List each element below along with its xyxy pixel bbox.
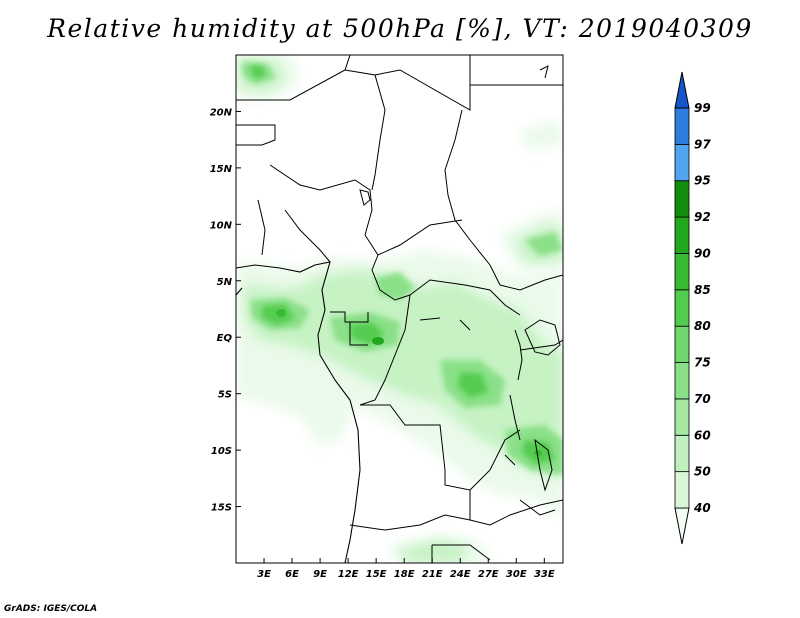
lake-outline — [509, 394, 521, 441]
lake-chad-icon — [359, 189, 371, 206]
colorbar-segment — [674, 471, 690, 509]
colorbar-label: 70 — [694, 392, 711, 406]
colorbar-label: 40 — [693, 501, 711, 515]
border-line — [374, 55, 471, 111]
colorbar-extend-high — [674, 71, 690, 109]
river-line — [504, 454, 516, 466]
y-tick-label: 15N — [210, 164, 233, 175]
river-line — [419, 317, 441, 321]
y-tick-label: 5S — [218, 390, 232, 401]
x-tick-label: 12E — [338, 569, 359, 580]
river-line — [539, 65, 549, 79]
humidity-layer-92 — [276, 309, 542, 456]
border-line — [469, 429, 521, 491]
x-tick-label: 27E — [478, 569, 499, 580]
colorbar-segment — [674, 289, 690, 327]
border-line — [499, 274, 563, 291]
border-line — [432, 544, 491, 561]
border-line — [359, 294, 411, 406]
colorbar-segment — [674, 216, 690, 254]
x-tick-label: 9E — [313, 569, 327, 580]
border-line — [330, 311, 369, 323]
map-area — [236, 55, 563, 563]
y-tick-label: 10S — [211, 446, 232, 457]
river-line — [459, 319, 471, 331]
colorbar-segment — [674, 143, 690, 182]
border-line — [360, 404, 471, 520]
border-line — [236, 55, 351, 101]
x-tick-label: 33E — [534, 569, 555, 580]
colorbar-label: 60 — [694, 428, 711, 442]
x-tick-label: 15E — [366, 569, 387, 580]
colorbar: 40 50 60 70 75 80 85 90 92 95 97 99 — [674, 71, 711, 545]
colorbar-label: 90 — [694, 246, 711, 260]
colorbar-extend-low — [674, 507, 690, 545]
x-tick-label: 30E — [506, 569, 527, 580]
coastline-island — [236, 287, 243, 296]
colorbar-label: 92 — [694, 210, 711, 224]
humidity-field — [236, 55, 563, 563]
colorbar-segment — [674, 362, 690, 400]
colorbar-segment — [674, 398, 690, 436]
colorbar-label: 75 — [694, 356, 711, 370]
y-tick-label: EQ — [217, 333, 233, 344]
border-line — [344, 69, 386, 191]
colorbar-label: 97 — [694, 137, 711, 151]
border-line — [236, 124, 276, 146]
coastline-west — [236, 261, 361, 563]
river-line — [519, 499, 556, 516]
colorbar-label: 80 — [694, 319, 711, 333]
border-line — [364, 219, 463, 256]
x-tick-label: 24E — [450, 569, 471, 580]
map-title: Relative humidity at 500hPa [%], VT: 201… — [47, 14, 753, 43]
y-tick-label: 5N — [217, 277, 233, 288]
credit-label: GrADS: IGES/COLA — [4, 604, 98, 614]
border-line — [371, 254, 411, 301]
border-line — [349, 499, 563, 531]
border-line — [269, 164, 373, 236]
border-line — [349, 322, 368, 346]
border-line — [444, 109, 501, 286]
y-tick-label: 20N — [210, 107, 233, 118]
country-borders — [236, 55, 563, 563]
y-axis-ticks: 20N 15N 10N 5N EQ 5S 10S 15S — [210, 107, 241, 514]
colorbar-label: 95 — [694, 174, 711, 188]
colorbar-label: 50 — [694, 465, 711, 479]
lake-outline — [514, 329, 523, 381]
border-line — [409, 279, 521, 316]
border-line — [284, 209, 331, 263]
map-frame — [235, 54, 564, 564]
colorbar-segment — [674, 325, 690, 363]
colorbar-segment — [674, 253, 690, 291]
lake-malawi-icon — [534, 438, 553, 492]
colorbar-label: 99 — [694, 101, 711, 115]
x-tick-label: 6E — [285, 569, 299, 580]
border-line — [519, 339, 563, 351]
border-line — [257, 199, 266, 256]
x-tick-label: 3E — [257, 569, 271, 580]
colorbar-label: 85 — [694, 283, 711, 297]
coastline — [236, 261, 361, 563]
y-tick-label: 15S — [211, 503, 232, 514]
colorbar-segment — [674, 180, 690, 218]
colorbar-segment — [674, 107, 690, 145]
lake-victoria-icon — [524, 319, 561, 356]
x-tick-label: 21E — [422, 569, 443, 580]
colorbar-segment — [674, 434, 690, 473]
x-axis-ticks: 3E 6E 9E 12E 15E 18E 21E 24E 27E 30E 33E — [257, 558, 555, 580]
x-tick-label: 18E — [394, 569, 415, 580]
y-tick-label: 10N — [210, 220, 233, 231]
lakes-and-rivers — [359, 65, 561, 516]
